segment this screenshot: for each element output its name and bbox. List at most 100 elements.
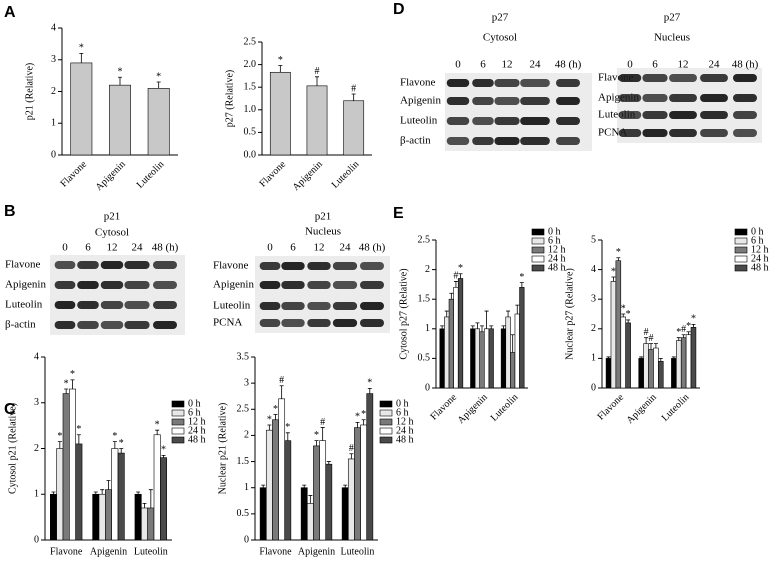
row-label: Luteolin [213, 300, 251, 312]
lane-label: 24 [132, 242, 144, 254]
blot-band [259, 281, 281, 289]
blot-band [153, 261, 177, 269]
bar [141, 507, 148, 541]
y-tick-label: 0.5 [237, 508, 250, 519]
bar [134, 493, 142, 541]
lane-label: 48 (h) [152, 242, 179, 254]
blot-band [307, 319, 331, 327]
y-tick-label: 1 [591, 353, 596, 364]
significance-marker: * [691, 314, 696, 325]
blot-band [733, 74, 757, 82]
blot-band [54, 261, 76, 269]
error-bar [440, 325, 445, 329]
significance-marker: * [285, 422, 290, 433]
significance-marker: # [351, 83, 356, 94]
y-tick-label: 4 [34, 351, 39, 362]
row-label: Flavone [213, 260, 249, 272]
legend-label: 6 h [188, 407, 201, 418]
blot-band [77, 301, 99, 309]
y-tick-label: 0.5 [418, 353, 431, 364]
legend-swatch [734, 264, 748, 272]
x-tick-label: Flavone [259, 546, 292, 557]
bar [444, 316, 450, 389]
blot-band [281, 262, 305, 270]
legend-label: 24 h [751, 253, 769, 264]
bar [313, 445, 320, 541]
blot-protein: p21 [315, 211, 332, 223]
error-bar [308, 495, 313, 504]
blot-band [100, 281, 124, 289]
error-bar [119, 448, 124, 454]
lane-label: 48 (h) [555, 59, 582, 71]
significance-marker: # [315, 66, 320, 77]
blot-band [307, 281, 331, 289]
y-axis-label: Cytosol p21 (Relative) [7, 403, 18, 494]
significance-marker: * [626, 309, 631, 320]
x-tick-label: Apigenin [298, 546, 335, 557]
error-bar [351, 93, 356, 101]
error-bar [314, 440, 319, 446]
row-label: Luteolin [5, 299, 43, 311]
bar [448, 298, 454, 389]
significance-marker: * [616, 247, 621, 258]
legend-label: 24 h [188, 425, 206, 436]
bar [347, 458, 355, 541]
error-bar [658, 358, 663, 362]
error-bar [367, 387, 372, 394]
error-bar [155, 429, 160, 435]
significance-marker: * [273, 404, 278, 415]
blot-protein: p27 [492, 12, 509, 24]
blot-band [153, 281, 177, 289]
bar [685, 334, 692, 389]
significance-marker: # [644, 327, 649, 338]
significance-marker: * [118, 67, 123, 78]
significance-marker: * [70, 369, 75, 380]
legend-swatch [379, 427, 393, 435]
y-tick-label: 0.0 [244, 149, 257, 160]
blot-band [54, 281, 76, 289]
error-bar [681, 334, 686, 338]
blot-band [472, 117, 494, 125]
y-tick-label: 2 [425, 264, 430, 275]
blot-band [124, 281, 150, 289]
blot-band [360, 262, 384, 270]
error-bar [343, 484, 348, 488]
error-bar [156, 81, 161, 89]
bar [278, 398, 286, 541]
legend-swatch [734, 246, 748, 254]
blot-band [556, 117, 580, 125]
blot-band [446, 97, 470, 105]
bar [92, 493, 100, 541]
blot-band [520, 97, 550, 105]
error-bar [484, 310, 489, 329]
error-bar [261, 484, 266, 488]
panel-label: C [4, 401, 16, 418]
blot-band [77, 261, 99, 269]
y-tick-label: 2 [34, 443, 39, 454]
lane-label: 0 [62, 242, 68, 254]
blot-band [281, 281, 305, 289]
blot-band [332, 302, 358, 310]
bar [343, 100, 365, 156]
bar [648, 349, 654, 389]
bar [306, 503, 314, 541]
blot-band [332, 262, 358, 270]
legend-swatch [171, 427, 185, 435]
bar [488, 328, 494, 389]
error-bar [671, 356, 676, 359]
legend-swatch [379, 418, 393, 426]
bar [676, 340, 682, 389]
bar [62, 393, 70, 541]
legend-label: 0 h [548, 226, 561, 237]
legend-label: 12 h [188, 416, 206, 427]
blot-band [556, 79, 580, 87]
error-bar [616, 257, 621, 261]
bar [153, 434, 161, 541]
legend-swatch [171, 418, 185, 426]
error-bar [475, 322, 480, 329]
error-bar [644, 337, 649, 344]
legend-swatch [171, 436, 185, 444]
y-tick-label: 1 [34, 489, 39, 500]
bar [483, 328, 490, 389]
bar [658, 361, 664, 389]
